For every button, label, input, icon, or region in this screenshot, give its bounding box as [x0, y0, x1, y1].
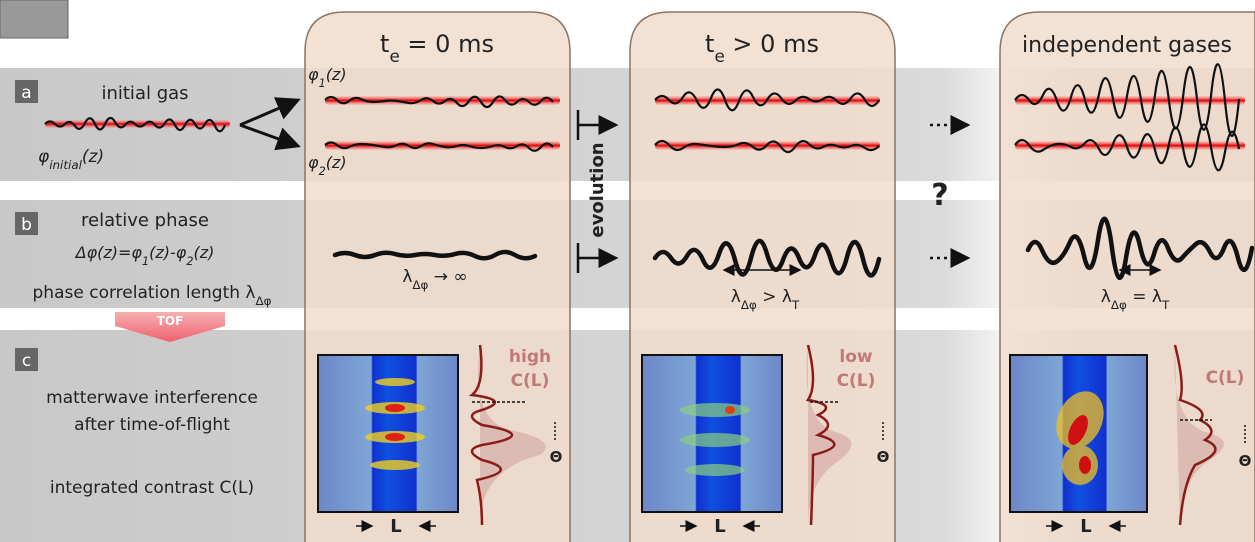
text-part: t — [705, 30, 714, 58]
text-part: phase correlation length λ — [33, 283, 256, 303]
column-title: te = 0 ms — [380, 30, 494, 66]
text-part: (z)-φ — [149, 243, 187, 262]
phase-label: φ2(z) — [308, 153, 347, 178]
interference-images — [317, 354, 1148, 513]
split-arrows — [239, 97, 301, 151]
subscript: T — [1161, 298, 1170, 312]
row-title: relative phase — [81, 210, 209, 231]
theta-label: Θ — [550, 448, 563, 466]
text-part: Δφ(z)=φ — [74, 243, 143, 262]
subscript: 2 — [319, 165, 326, 178]
subscript: 2 — [186, 255, 193, 268]
text-part: φ — [308, 65, 319, 84]
text-part: λ — [1101, 287, 1111, 307]
subscript: 1 — [142, 255, 149, 268]
contrast-label: C(L) — [837, 371, 876, 391]
evolution-label: evolution — [587, 142, 608, 237]
subscript: Δφ — [256, 294, 272, 308]
subscript: Δφ — [412, 278, 428, 292]
row-title: initial gas — [101, 83, 188, 104]
text-part: (z) — [326, 153, 347, 172]
subscript: initial — [49, 158, 82, 172]
text-part: = 0 ms — [400, 30, 494, 58]
phase-label: φ1(z) — [308, 65, 347, 90]
length-value: λΔφ = λT — [1101, 287, 1170, 312]
text-part: independent gases — [1022, 33, 1232, 58]
text-part: > 0 ms — [725, 30, 819, 58]
tof-label: TOF — [157, 314, 184, 328]
width-label: L — [1080, 516, 1091, 537]
tof-arrow — [115, 312, 225, 342]
row-text: integrated contrast C(L) — [50, 478, 254, 498]
row-text: matterwave interference — [46, 388, 258, 408]
subscript: e — [389, 46, 399, 66]
text-part: > λ — [757, 287, 792, 307]
text-part: (z) — [82, 147, 104, 167]
contrast-label: low — [839, 347, 873, 367]
text-part: = λ — [1127, 287, 1162, 307]
width-label: L — [714, 516, 725, 537]
width-label: L — [390, 516, 401, 537]
contrast-label: C(L) — [511, 371, 550, 391]
length-value: λΔφ > λT — [731, 287, 800, 312]
formula: Δφ(z)=φ1(z)-φ2(z) — [74, 243, 215, 268]
phase-label: φinitial(z) — [38, 147, 104, 172]
contrast-label: C(L) — [1206, 368, 1245, 388]
length-label: phase correlation length λΔφ — [33, 283, 272, 308]
theta-label: Θ — [1239, 452, 1252, 470]
contrast-label: high — [509, 347, 551, 367]
gas-lines — [44, 63, 1245, 172]
row-tag: b — [21, 215, 32, 235]
row-tag-box — [15, 80, 38, 103]
row-tag-box — [15, 212, 38, 235]
row-text: after time-of-flight — [74, 415, 230, 435]
row-tag: c — [22, 351, 31, 371]
subscript: 1 — [319, 77, 326, 90]
subscript: Δφ — [1111, 298, 1127, 312]
column-title: te > 0 ms — [705, 30, 819, 66]
column-title: independent gases — [1022, 33, 1232, 58]
subscript: T — [791, 298, 800, 312]
theta-label: Θ — [877, 448, 890, 466]
text-part: → ∞ — [428, 267, 467, 287]
text-part: φ — [308, 153, 319, 172]
question-mark: ? — [931, 178, 948, 213]
profile-markers — [472, 401, 1246, 445]
contrast-profiles — [468, 344, 1224, 526]
evolution-arrows — [576, 110, 619, 273]
relative-phase-lines — [332, 216, 1255, 281]
row-tag: a — [21, 83, 31, 103]
text-part: φ — [38, 147, 50, 167]
text-part: λ — [402, 267, 412, 287]
subscript: e — [714, 46, 724, 66]
row-tag-box — [15, 348, 38, 371]
subscript: Δφ — [741, 298, 757, 312]
text-part: (z) — [193, 243, 214, 262]
text-part: (z) — [326, 65, 347, 84]
text-part: t — [380, 30, 389, 58]
corner-box — [0, 0, 69, 39]
text-part: λ — [731, 287, 741, 307]
length-value: λΔφ → ∞ — [402, 267, 467, 292]
